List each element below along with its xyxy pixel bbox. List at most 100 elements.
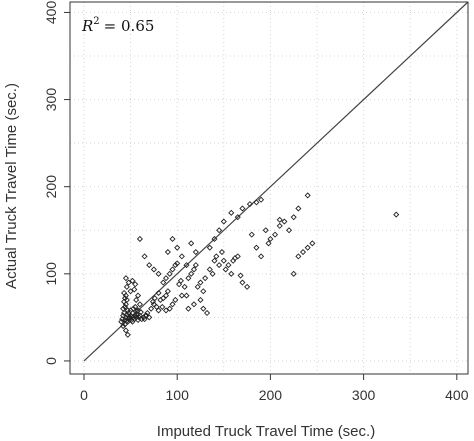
r2-exponent: 2 — [93, 16, 99, 27]
data-point — [309, 240, 316, 247]
data-point — [222, 266, 229, 273]
data-point — [213, 253, 220, 260]
data-point — [129, 277, 136, 284]
data-point — [211, 257, 218, 264]
data-point — [162, 275, 170, 282]
data-point — [183, 292, 190, 299]
data-point — [136, 301, 143, 308]
y-tick-label: 200 — [43, 175, 59, 199]
data-point — [290, 214, 297, 221]
y-tick-label: 0 — [43, 357, 59, 365]
y-tick-label: 300 — [43, 88, 59, 112]
data-point — [124, 331, 131, 338]
data-point — [123, 296, 130, 303]
reference-line — [83, 1, 469, 362]
x-tick-label: 200 — [259, 387, 283, 403]
data-point — [304, 192, 311, 199]
data-point — [120, 305, 127, 312]
data-point — [127, 288, 134, 295]
data-point — [206, 244, 213, 251]
data-point — [234, 214, 241, 221]
data-point — [181, 283, 188, 290]
r2-prefix: R — [81, 17, 93, 35]
data-point — [135, 292, 142, 299]
r2-value: = 0.65 — [104, 17, 155, 35]
data-point — [141, 253, 148, 260]
data-point — [188, 240, 195, 247]
data-point — [162, 292, 170, 299]
data-point — [164, 248, 171, 256]
data-point — [281, 218, 288, 225]
data-point — [225, 262, 232, 269]
data-point — [174, 260, 181, 267]
data-point — [185, 305, 192, 312]
data-point — [239, 205, 246, 212]
data-point — [177, 277, 184, 284]
x-tick-label: 400 — [445, 387, 469, 403]
data-point — [290, 270, 297, 277]
data-point — [228, 209, 235, 216]
data-point — [143, 312, 150, 319]
data-point — [131, 286, 138, 293]
data-point — [132, 312, 139, 319]
data-point — [218, 248, 225, 256]
data-point — [216, 262, 223, 269]
data-point — [155, 289, 162, 297]
data-point — [132, 303, 139, 310]
data-point — [234, 253, 241, 260]
data-point — [272, 231, 279, 238]
x-tick-label: 300 — [352, 387, 376, 403]
x-tick-label: 100 — [166, 387, 190, 403]
data-point — [286, 227, 293, 234]
data-point — [178, 292, 185, 299]
y-tick-label: 400 — [43, 1, 59, 25]
data-point — [237, 272, 244, 279]
data-point — [122, 327, 129, 334]
x-tick-label: 0 — [80, 387, 88, 403]
data-point — [130, 305, 137, 312]
data-point — [155, 270, 162, 277]
data-point — [126, 315, 133, 322]
y-axis-ticks: 0 100 200 300 400 — [43, 1, 70, 365]
identity-line — [83, 1, 469, 362]
data-point — [267, 235, 274, 243]
data-point — [149, 298, 156, 305]
data-point — [136, 235, 143, 243]
data-point — [162, 307, 170, 314]
data-point — [135, 314, 143, 321]
data-point — [121, 309, 128, 317]
data-point — [276, 222, 283, 229]
r-squared-annotation: R2 = 0.65 — [81, 16, 154, 35]
data-point — [190, 301, 198, 308]
data-point — [200, 288, 207, 295]
plot-frame — [69, 1, 469, 375]
data-point — [295, 205, 302, 212]
data-point — [135, 307, 142, 314]
data-point — [132, 281, 139, 288]
data-point — [172, 262, 179, 269]
data-point — [197, 279, 204, 286]
data-point — [194, 283, 201, 290]
data-point — [166, 270, 173, 277]
data-point — [144, 309, 151, 317]
data-point — [123, 283, 130, 290]
data-point — [122, 275, 129, 282]
data-point — [160, 279, 167, 286]
data-point — [258, 196, 265, 203]
data-point — [262, 227, 269, 234]
data-point — [146, 262, 153, 269]
data-point — [228, 270, 235, 277]
data-point — [164, 288, 171, 295]
data-point — [121, 289, 128, 297]
data-point — [200, 305, 207, 312]
data-point — [216, 227, 223, 234]
data-point — [220, 257, 227, 264]
data-point — [155, 307, 162, 314]
data-point — [169, 266, 176, 273]
data-point — [137, 309, 144, 316]
data-point — [169, 301, 176, 308]
data-point — [197, 296, 204, 303]
data-point — [190, 266, 198, 273]
data-point — [188, 270, 195, 277]
data-point — [125, 279, 132, 286]
